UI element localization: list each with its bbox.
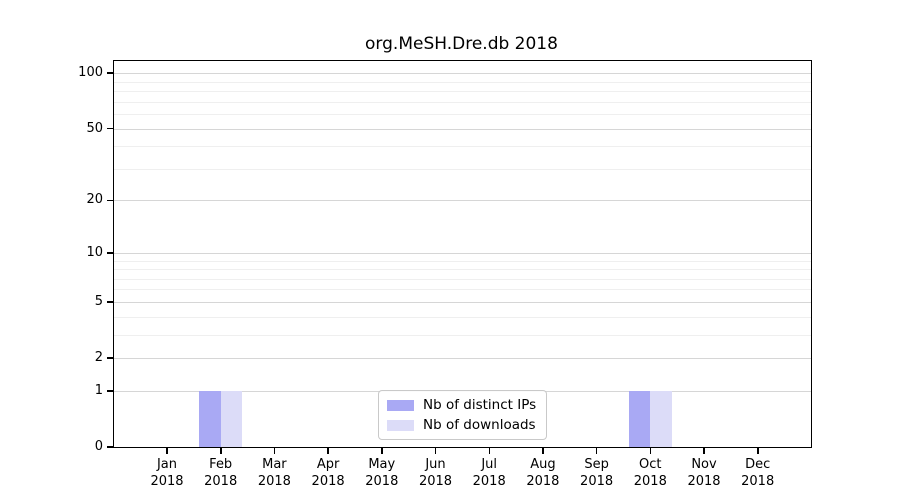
x-axis-tick <box>542 448 544 454</box>
y-axis-tick-label: 5 <box>94 293 103 309</box>
y-axis-tick-label: 0 <box>94 439 103 454</box>
x-axis-tick <box>327 448 329 454</box>
bar-downloads <box>650 390 672 447</box>
x-axis-tick <box>649 448 651 454</box>
minor-gridline <box>114 91 811 92</box>
minor-gridline <box>114 334 811 336</box>
plot-area: Nb of distinct IPs Nb of downloads 0 1 2 5 1… <box>78 60 812 489</box>
x-axis-tick-label: Jan 2018 <box>150 457 184 489</box>
minor-gridline <box>114 289 811 291</box>
major-gridline <box>114 128 811 130</box>
chart-title: org.MeSH.Dre.db 2018 <box>365 34 558 54</box>
x-axis-tick-label: Oct 2018 <box>633 457 667 489</box>
y-axis-tick-label: 10 <box>86 244 103 260</box>
minor-gridline <box>114 114 811 115</box>
minor-gridline <box>114 269 811 270</box>
major-gridline <box>114 301 811 303</box>
x-axis-tick-label: Sep 2018 <box>580 457 614 489</box>
x-axis-tick <box>757 448 759 454</box>
y-axis-tick-label: 1 <box>94 382 103 398</box>
y-axis-tick <box>107 72 113 74</box>
y-axis-tick <box>107 301 113 303</box>
legend-swatch-distinct-ips <box>387 399 414 411</box>
x-axis-tick <box>166 448 168 454</box>
x-axis-tick-label: Dec 2018 <box>741 457 775 489</box>
bar-downloads <box>220 390 243 447</box>
x-axis-tick-label: Aug 2018 <box>526 457 560 489</box>
x-axis-tick-label: Mar 2018 <box>257 457 291 489</box>
legend-entry-distinct-ips: Nb of distinct IPs <box>387 397 536 413</box>
legend-label-distinct-ips: Nb of distinct IPs <box>423 397 537 413</box>
x-axis-tick-label: Nov 2018 <box>687 457 721 489</box>
minor-gridline <box>114 278 811 280</box>
legend-entry-downloads: Nb of downloads <box>387 417 536 433</box>
x-axis-tick-label: Feb 2018 <box>204 457 238 489</box>
x-axis-tick <box>595 448 598 454</box>
x-axis-tick-label: Jun 2018 <box>418 457 453 489</box>
minor-gridline <box>114 101 811 103</box>
y-axis-tick <box>107 252 113 254</box>
y-axis-tick-label: 20 <box>86 192 103 208</box>
x-axis-tick <box>273 448 276 454</box>
x-axis-tick <box>381 448 383 454</box>
x-axis-tick-label: Jul 2018 <box>472 457 506 489</box>
major-gridline <box>114 73 811 75</box>
y-axis-tick-label: 50 <box>86 120 103 136</box>
y-axis-tick <box>107 127 113 130</box>
x-axis-tick-label: May 2018 <box>365 457 399 489</box>
x-axis-tick <box>703 448 705 454</box>
major-gridline <box>114 358 811 359</box>
y-axis-tick <box>107 446 113 448</box>
minor-gridline <box>114 81 811 83</box>
y-axis-tick <box>107 390 113 392</box>
x-axis-tick <box>488 448 490 454</box>
y-axis-tick <box>107 357 113 359</box>
major-gridline <box>114 252 811 254</box>
minor-gridline <box>114 316 811 318</box>
x-axis-tick-label: Apr 2018 <box>311 457 345 489</box>
bar-distinct-ips <box>628 390 651 447</box>
x-axis-tick <box>220 448 222 454</box>
major-gridline <box>114 200 811 202</box>
legend-swatch-downloads <box>387 419 414 431</box>
minor-gridline <box>114 168 811 170</box>
legend: Nb of distinct IPs Nb of downloads <box>378 390 548 440</box>
bar-distinct-ips <box>199 390 221 447</box>
y-axis-tick-label: 2 <box>94 350 103 365</box>
legend-label-downloads: Nb of downloads <box>423 417 536 433</box>
y-axis-tick <box>107 199 113 202</box>
y-axis-tick-label: 100 <box>78 65 103 81</box>
minor-gridline <box>114 146 811 148</box>
minor-gridline <box>114 260 811 262</box>
x-axis-tick <box>434 448 437 454</box>
